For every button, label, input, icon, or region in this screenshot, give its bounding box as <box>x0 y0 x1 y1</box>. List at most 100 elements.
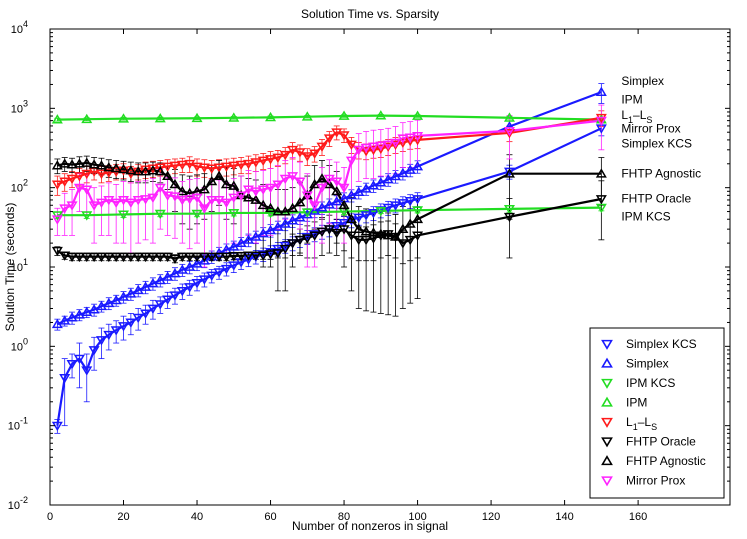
ipm-kcs-line <box>57 206 602 217</box>
ipm-kcs-point <box>301 208 313 218</box>
ipm-kcs-point <box>265 209 277 219</box>
simplex-kcs-point <box>125 318 137 328</box>
ipm-kcs-point <box>595 203 607 214</box>
l1-ls-point <box>279 150 291 161</box>
simplex-point <box>140 281 152 291</box>
mirror-prox-point <box>316 183 328 194</box>
l1-ls-point <box>309 149 321 159</box>
ipm-point <box>375 110 387 120</box>
simplex-kcs-point <box>404 197 416 207</box>
l1-ls-point <box>220 162 232 172</box>
y-tick-base: 10 <box>11 103 23 115</box>
mirror-prox-point <box>228 193 240 204</box>
fhtp-oracle-point <box>66 252 78 263</box>
ipm-kcs-point <box>375 206 387 217</box>
legend-simplex-label: Simplex <box>626 357 669 371</box>
simplex-kcs-point <box>66 360 78 370</box>
fhtp-agnostic-point <box>382 229 394 240</box>
simplex-point <box>125 288 137 298</box>
legend-fhtp-oracle-label: FHTP Oracle <box>626 435 696 449</box>
mirror-prox-point <box>367 142 379 153</box>
simplex-point <box>184 261 196 271</box>
mirror-prox-point <box>242 185 254 195</box>
l1-ls-point <box>81 169 93 180</box>
y-tick-base: 10 <box>11 262 23 274</box>
legend-l1-ls-label: L1–LS <box>626 415 657 432</box>
fhtp-agnostic-point <box>353 223 365 234</box>
simplex-kcs-point <box>118 322 130 332</box>
simplex-point <box>213 247 225 257</box>
mirror-prox-point <box>81 185 93 195</box>
l1-ls-point <box>176 160 188 171</box>
simplex-kcs-point <box>51 421 63 432</box>
fhtp-oracle-point <box>279 244 291 255</box>
simplex-point <box>382 173 394 184</box>
fhtp-agnostic-point <box>367 227 379 237</box>
fhtp-oracle-point <box>265 250 277 260</box>
x-tick-label: 0 <box>47 511 53 523</box>
fhtp-agnostic-point <box>103 161 115 172</box>
l1-ls-point <box>331 128 343 138</box>
fhtp-oracle-point <box>184 252 196 263</box>
simplex-point <box>242 234 254 244</box>
annotation-label: FHTP Oracle <box>621 192 691 206</box>
l1-ls-point <box>375 144 387 155</box>
simplex-point <box>162 271 174 281</box>
simplex-kcs-point <box>412 195 424 205</box>
mirror-prox-point <box>176 196 188 206</box>
y-tick-base: 10 <box>8 421 20 433</box>
simplex-point <box>59 315 71 325</box>
simplex-point <box>118 291 130 301</box>
fhtp-agnostic-point <box>220 178 232 189</box>
fhtp-agnostic-point <box>110 162 122 173</box>
y-tick-label: 10-2 <box>8 495 28 512</box>
ipm-kcs-point <box>503 204 515 215</box>
simplex-kcs-point <box>198 275 210 285</box>
mirror-prox-point <box>132 196 144 206</box>
l1-ls-point <box>103 168 115 179</box>
annotation-sub: 1 <box>628 115 633 125</box>
mirror-prox-point <box>595 116 607 127</box>
l1-ls-point <box>272 153 284 163</box>
l1-ls-point <box>397 138 409 149</box>
simplex-kcs-point <box>162 295 174 305</box>
mirror-prox-point <box>169 192 181 202</box>
ipm-point <box>51 114 63 124</box>
simplex-point <box>390 170 402 181</box>
mirror-prox-point <box>382 140 394 150</box>
fhtp-agnostic-point <box>595 168 607 178</box>
mirror-prox-point <box>294 177 306 187</box>
fhtp-oracle-point <box>51 246 63 257</box>
mirror-prox-point <box>279 174 291 185</box>
fhtp-oracle-point <box>154 252 166 263</box>
mirror-prox-point <box>353 145 365 156</box>
mirror-prox-point <box>503 126 515 137</box>
l1-ls-point <box>213 163 225 173</box>
mirror-prox-point <box>404 133 416 143</box>
simplex-point <box>88 304 100 314</box>
simplex-kcs-point <box>147 304 159 314</box>
y-tick-label: 102 <box>11 178 28 195</box>
ipm-kcs-point <box>81 211 93 221</box>
simplex-point <box>73 309 85 319</box>
ipm-point <box>503 112 515 122</box>
annotation-sub: S <box>646 115 652 125</box>
fhtp-oracle-point <box>360 235 372 246</box>
mirror-prox-point <box>360 143 372 154</box>
simplex-point <box>51 318 63 329</box>
legend-dash: –L <box>638 415 652 429</box>
mirror-prox-point <box>59 204 71 214</box>
simplex-kcs-point <box>213 268 225 278</box>
mirror-prox-point <box>257 185 269 195</box>
fhtp-oracle-point <box>503 212 515 223</box>
ipm-point <box>81 113 93 124</box>
fhtp-oracle-point <box>309 231 321 241</box>
fhtp-agnostic-point <box>66 159 78 169</box>
legend-mirror-prox-marker <box>601 476 613 487</box>
fhtp-agnostic-point <box>257 199 269 210</box>
fhtp-oracle-point <box>404 235 416 246</box>
l1-ls-point <box>250 158 262 168</box>
ipm-line <box>57 114 602 121</box>
legend-simplex-marker <box>601 357 613 368</box>
fhtp-agnostic-point <box>59 158 71 168</box>
